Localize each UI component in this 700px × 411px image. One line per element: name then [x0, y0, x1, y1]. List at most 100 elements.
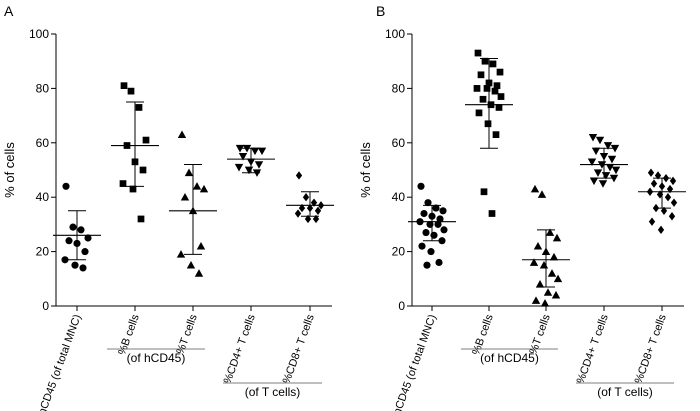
- series-square: [465, 49, 513, 217]
- data-point: [142, 136, 150, 144]
- data-point: [69, 223, 77, 231]
- data-point: [176, 250, 186, 258]
- data-point: [609, 174, 619, 183]
- y-tick-label: 60: [36, 136, 50, 150]
- data-point: [440, 226, 448, 234]
- x-tick-label: %CD8+ T cells: [633, 312, 669, 385]
- data-point: [310, 198, 318, 207]
- series-square: [111, 82, 159, 223]
- data-point: [587, 158, 597, 167]
- series-circle: [53, 182, 101, 272]
- data-point: [595, 136, 605, 145]
- y-tick-label: 40: [392, 190, 406, 204]
- data-point: [127, 87, 135, 95]
- data-point: [603, 142, 613, 150]
- data-point: [65, 237, 73, 245]
- data-point: [611, 166, 621, 175]
- data-point: [137, 215, 145, 223]
- y-axis-label: % of cells: [358, 142, 373, 198]
- data-point: [427, 248, 435, 256]
- data-point: [670, 198, 678, 207]
- data-point: [294, 209, 302, 218]
- series-circle: [408, 182, 456, 269]
- data-point: [418, 242, 426, 250]
- data-point: [79, 264, 87, 272]
- data-point: [250, 147, 260, 156]
- y-tick-label: 100: [385, 27, 405, 41]
- data-point: [489, 60, 497, 68]
- data-point: [666, 184, 674, 194]
- data-point: [591, 147, 601, 156]
- series-triangle-up: [522, 184, 570, 307]
- data-point: [530, 184, 540, 193]
- data-point: [588, 134, 598, 142]
- data-point: [424, 199, 432, 207]
- data-point: [477, 71, 485, 79]
- data-point: [304, 214, 312, 224]
- data-point: [302, 193, 310, 202]
- data-point: [120, 82, 128, 90]
- data-point: [62, 182, 70, 190]
- data-point: [238, 153, 248, 161]
- y-tick-label: 20: [392, 245, 406, 259]
- data-point: [648, 217, 656, 226]
- data-point: [119, 180, 127, 187]
- data-point: [540, 299, 550, 307]
- data-point: [495, 104, 503, 111]
- y-tick-label: 80: [392, 81, 406, 95]
- data-point: [184, 168, 194, 177]
- group-label: (of T cells): [597, 385, 653, 399]
- x-tick-label: %hCD45 (of total MNC): [388, 313, 439, 411]
- data-point: [298, 203, 306, 213]
- panel-label: A: [4, 3, 14, 19]
- series-triangle-down: [227, 144, 275, 177]
- data-point: [234, 163, 244, 172]
- data-point: [549, 252, 559, 261]
- data-point: [71, 261, 79, 269]
- y-axis-label: % of cells: [2, 142, 17, 198]
- group-label: (of T cells): [245, 385, 301, 399]
- data-point: [547, 269, 557, 277]
- data-point: [474, 49, 482, 57]
- data-point: [199, 184, 209, 193]
- data-point: [475, 109, 483, 117]
- data-point: [483, 85, 491, 92]
- data-point: [543, 288, 553, 296]
- data-point: [481, 57, 489, 65]
- data-point: [553, 274, 563, 283]
- data-point: [479, 95, 487, 103]
- data-point: [537, 190, 547, 198]
- data-point: [496, 68, 504, 76]
- y-tick-label: 20: [36, 245, 50, 259]
- data-point: [180, 193, 190, 201]
- data-point: [605, 163, 615, 172]
- panel-a: A 0 20 40 60 80 100 % of cells %hCD45 (of total …: [2, 3, 334, 411]
- data-point: [660, 206, 668, 215]
- data-point: [657, 225, 665, 235]
- panel-b: B 0 20 40 60 80 100 % of cells %hCD45 (of total …: [358, 3, 686, 411]
- y-tick-label: 60: [392, 136, 406, 150]
- y-tick-label: 80: [36, 81, 50, 95]
- data-point: [497, 93, 505, 100]
- x-tick-label: %CD4+ T cells: [222, 312, 258, 385]
- data-point: [435, 258, 443, 267]
- x-tick-label: %hCD45 (of total MNC): [33, 313, 84, 411]
- data-point: [194, 269, 204, 277]
- x-tick-label: %CD4+ T cells: [575, 312, 611, 385]
- data-point: [610, 144, 620, 153]
- data-point: [438, 237, 446, 245]
- data-point: [254, 161, 264, 169]
- series-diamond: [286, 171, 334, 224]
- data-point: [492, 131, 500, 138]
- panel-label: B: [376, 3, 385, 19]
- data-point: [552, 233, 562, 242]
- data-point: [439, 207, 447, 215]
- data-point: [545, 228, 555, 236]
- data-point: [235, 144, 245, 153]
- data-point: [420, 209, 428, 218]
- data-point: [647, 168, 655, 177]
- data-point: [257, 147, 267, 156]
- series-diamond: [638, 168, 686, 235]
- data-point: [533, 241, 543, 250]
- series-triangle-up: [169, 130, 217, 277]
